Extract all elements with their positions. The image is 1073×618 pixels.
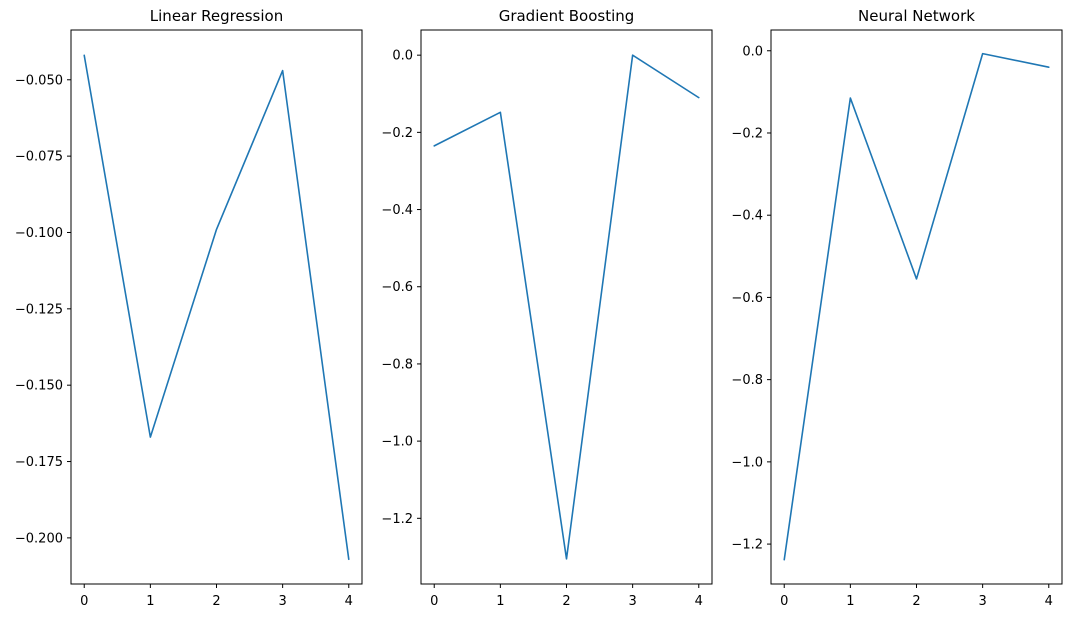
series-line [783, 52, 1050, 561]
y-tick-label: −0.6 [381, 280, 413, 295]
y-tick-label: −0.050 [15, 73, 63, 88]
y-tick-label: −0.2 [381, 126, 413, 141]
y-tick-label: −0.8 [381, 357, 413, 372]
x-tick-label: 4 [1045, 594, 1053, 609]
y-tick-label: 0.0 [742, 44, 763, 59]
x-tick-label: 1 [146, 594, 154, 609]
y-tick-label: −0.125 [15, 302, 63, 317]
y-tick-label: −1.0 [731, 455, 763, 470]
y-tick-label: −0.4 [381, 203, 413, 218]
y-tick-label: −0.100 [15, 226, 63, 241]
x-tick-label: 2 [912, 594, 920, 609]
series-line [83, 54, 350, 561]
series-line [433, 54, 700, 560]
y-tick-label: −0.4 [731, 209, 763, 224]
y-tick-label: −1.2 [731, 538, 763, 553]
subplot-title: Gradient Boosting [499, 7, 635, 25]
y-tick-label: −1.0 [381, 435, 413, 450]
x-tick-label: 3 [978, 594, 986, 609]
x-tick-label: 2 [562, 594, 570, 609]
y-tick-label: −0.2 [731, 126, 763, 141]
subplot-linear-regression: Linear Regression 0 1 2 3 4 −0.050 −0.075 −0.100… [15, 7, 363, 609]
y-tick-label: −0.150 [15, 379, 63, 394]
subplot-title: Linear Regression [150, 7, 283, 25]
x-tick-label: 1 [496, 594, 504, 609]
axes-frame [70, 29, 363, 585]
x-tick-label: 3 [278, 594, 286, 609]
axes-frame [420, 29, 713, 585]
y-tick-label: −0.6 [731, 291, 763, 306]
y-tick-label: −1.2 [381, 512, 413, 527]
axes-frame [770, 29, 1063, 585]
y-tick-label: −0.8 [731, 373, 763, 388]
y-tick-label: −0.175 [15, 455, 63, 470]
x-tick-label: 0 [430, 594, 438, 609]
x-tick-label: 1 [846, 594, 854, 609]
y-tick-label: −0.200 [15, 531, 63, 546]
subplot-title: Neural Network [858, 7, 975, 25]
subplot-neural-network: Neural Network 0 1 2 3 4 0.0 −0.2 −0.4 −0.6 −0.8 −1… [731, 7, 1063, 609]
y-tick-label: 0.0 [392, 49, 413, 64]
x-tick-label: 4 [695, 594, 703, 609]
subplot-gradient-boosting: Gradient Boosting 0 1 2 3 4 0.0 −0.2 −0.4 −0.6 −0.… [381, 7, 713, 609]
x-tick-label: 3 [628, 594, 636, 609]
y-tick-label: −0.075 [15, 150, 63, 165]
x-tick-label: 0 [80, 594, 88, 609]
x-tick-label: 4 [345, 594, 353, 609]
x-tick-label: 0 [780, 594, 788, 609]
x-tick-label: 2 [212, 594, 220, 609]
